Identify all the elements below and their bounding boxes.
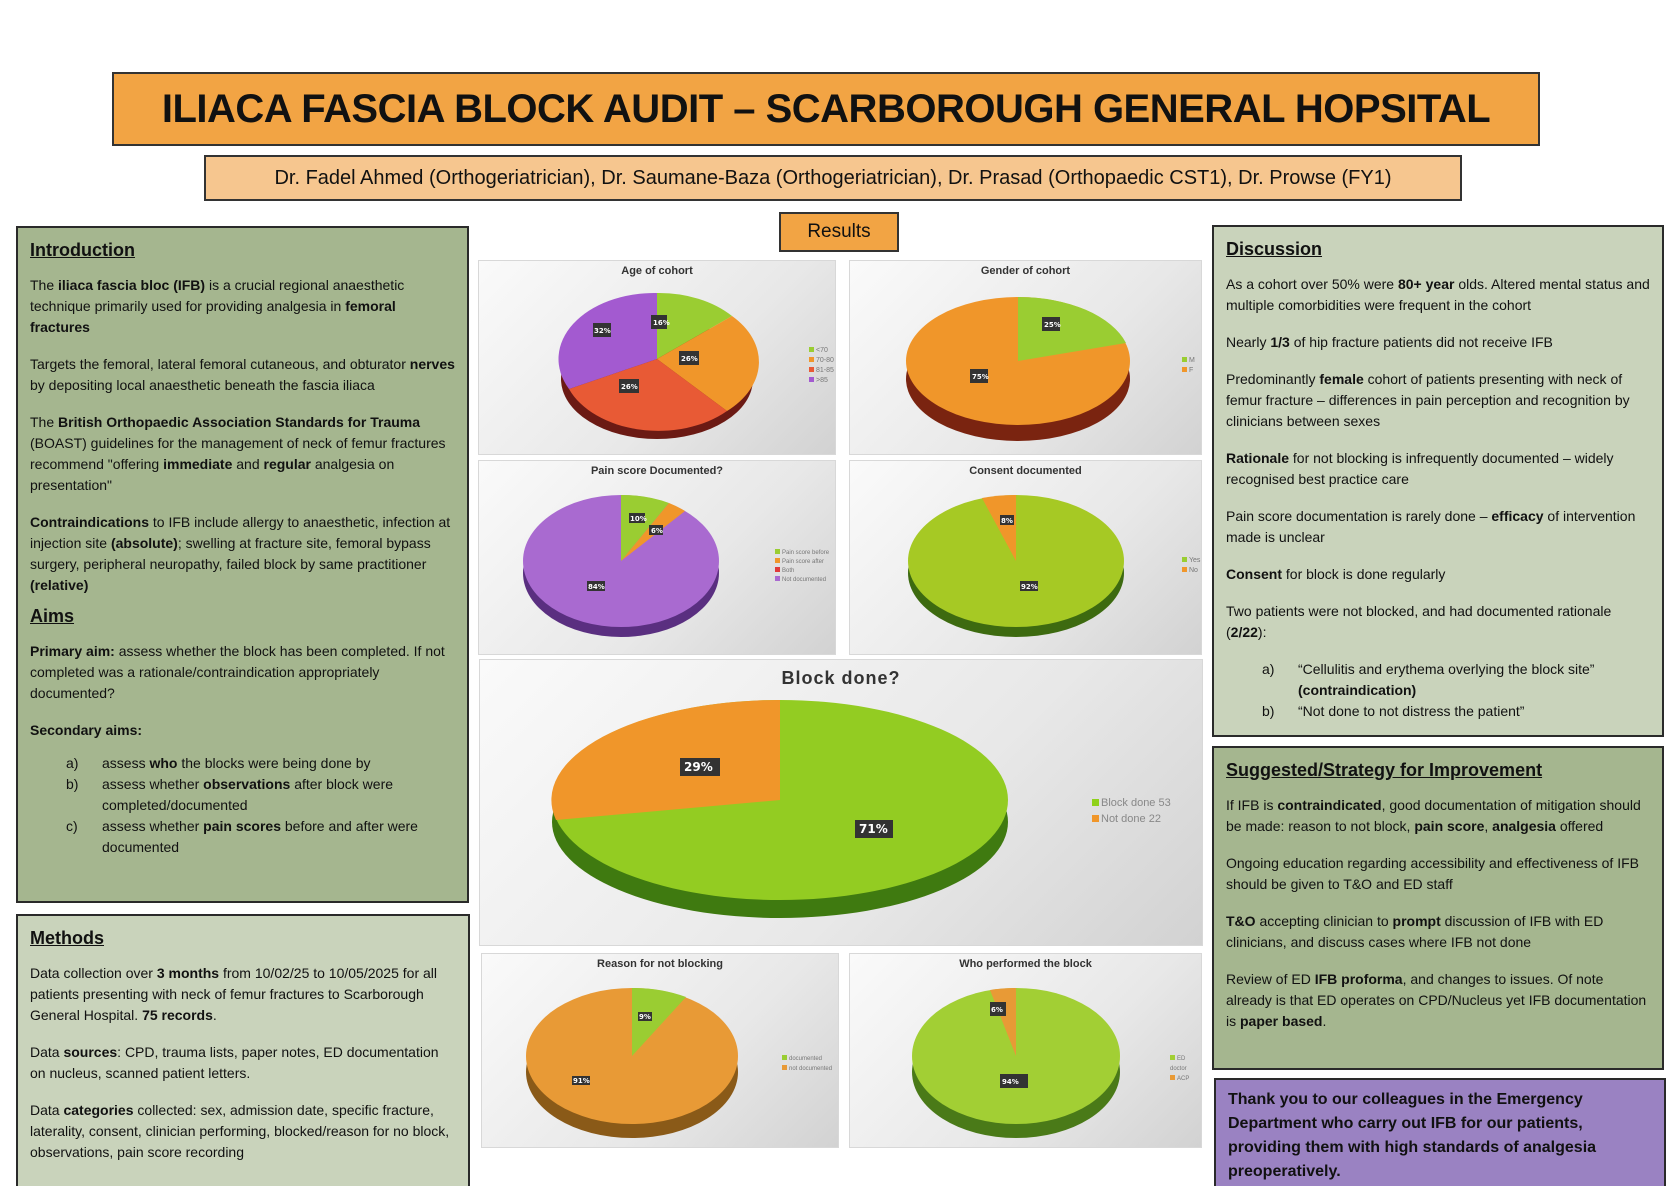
intro-paragraph-2: Targets the femoral, lateral femoral cut… [30,356,455,393]
list-item: b) “Not done to not distress the patient” [1262,703,1525,719]
chart-legend: Yes No [1182,556,1200,576]
chart-legend: Block done 53 Not done 22 [1092,795,1171,827]
svg-text:91%: 91% [573,1077,590,1085]
svg-text:6%: 6% [991,1006,1003,1014]
svg-text:26%: 26% [681,355,698,363]
pie-chart-pain-score: 10% 6% 84% [523,494,719,637]
list-item: a) “Cellulitis and erythema overlying the… [1262,661,1595,698]
primary-aim: Primary aim: assess whether the block ha… [30,643,445,701]
svg-text:84%: 84% [588,583,605,591]
rationale-list: a) “Cellulitis and erythema overlying the… [1262,659,1650,722]
discussion-paragraph: Two patients were not blocked, and had d… [1226,603,1612,640]
improvement-paragraph: Ongoing education regarding accessibilit… [1226,855,1639,892]
discussion-heading: Discussion [1226,239,1323,259]
svg-text:94%: 94% [1002,1078,1019,1086]
svg-text:29%: 29% [684,760,713,774]
chart-title: Gender of cohort [980,265,1071,277]
chart-age-of-cohort: Age of cohort 16% 26% 26% 32% <70 70-80 … [478,260,836,455]
chart-title: Who performed the block [959,958,1092,970]
chart-title: Block done? [781,668,901,688]
results-label: Results [779,212,899,252]
svg-text:6%: 6% [651,527,663,535]
list-item: a) assess who the blocks were being done … [66,755,371,771]
chart-pain-score-documented: Pain score Documented? 10% 6% 84% Pain s… [478,460,836,655]
methods-paragraph-2: Data sources: CPD, trauma lists, paper n… [30,1044,439,1081]
chart-reason-for-not-blocking: Reason for not blocking 9% 91% documente… [481,953,839,1148]
chart-legend: ED doctor ACP [1170,1055,1190,1082]
chart-title: Reason for not blocking [597,958,723,970]
chart-legend: <70 70-80 81-85 >85 [809,346,834,386]
improvement-paragraph: Review of ED IFB proforma, and changes t… [1226,971,1647,1029]
secondary-aims-list: a) assess who the blocks were being done … [66,753,455,858]
pie-chart-gender: 25% 75% [906,296,1130,441]
improvement-paragraph: If IFB is contraindicated, good document… [1226,797,1641,834]
chart-legend: documented not documented [782,1054,832,1074]
methods-paragraph-3: Data categories collected: sex, admissio… [30,1102,450,1160]
pie-chart-age: 16% 26% 26% 32% [558,292,759,439]
methods-panel: Methods Data collection over 3 months fr… [16,914,470,1186]
chart-title: Consent documented [969,465,1082,477]
intro-paragraph-3: The British Orthopaedic Association Stan… [30,414,446,493]
list-item: b) assess whether observations after bloc… [66,776,394,813]
chart-gender-of-cohort: Gender of cohort 25% 75% M F [849,260,1202,455]
chart-title: Pain score Documented? [590,465,724,477]
discussion-paragraph: As a cohort over 50% were 80+ year olds.… [1226,276,1650,313]
pie-chart-block-done: 29% 71% [551,699,1008,918]
methods-heading: Methods [30,928,104,948]
chart-who-performed-block: Who performed the block 6% 94% ED doctor… [849,953,1202,1148]
acknowledgement-panel: Thank you to our colleagues in the Emerg… [1214,1078,1666,1186]
improvement-paragraph: T&O accepting clinician to prompt discus… [1226,913,1604,950]
discussion-paragraph: Pain score documentation is rarely done … [1226,508,1636,545]
svg-text:16%: 16% [653,319,670,327]
svg-text:26%: 26% [621,383,638,391]
pie-chart-who-performed: 6% 94% [912,987,1120,1138]
authors-line: Dr. Fadel Ahmed (Orthogeriatrician), Dr.… [204,155,1462,201]
intro-paragraph-1: The iliaca fascia bloc (IFB) is a crucia… [30,277,405,335]
chart-title: Age of cohort [621,265,693,277]
svg-text:10%: 10% [630,515,647,523]
improvement-panel: Suggested/Strategy for Improvement If IF… [1212,746,1664,1070]
svg-text:9%: 9% [639,1013,651,1021]
svg-text:8%: 8% [1001,517,1013,525]
discussion-paragraph: Consent for block is done regularly [1226,566,1446,582]
chart-legend: M F [1182,356,1195,376]
chart-consent-documented: Consent documented 8% 92% Yes No [849,460,1202,655]
svg-text:25%: 25% [1044,321,1061,329]
chart-block-done: Block done? 29% 71% Block done 53 Not do… [479,659,1203,946]
introduction-heading: Introduction [30,240,135,260]
list-item: c) assess whether pain scores before and … [66,818,418,855]
svg-text:32%: 32% [594,327,611,335]
aims-heading: Aims [30,606,75,626]
improvement-heading: Suggested/Strategy for Improvement [1226,760,1543,780]
intro-paragraph-4: Contraindications to IFB include allergy… [30,514,451,593]
introduction-panel: Introduction The iliaca fascia bloc (IFB… [16,226,469,903]
secondary-aims-heading: Secondary aims: [30,722,143,738]
discussion-paragraph: Predominantly female cohort of patients … [1226,371,1630,429]
pie-chart-consent: 8% 92% [908,494,1124,637]
poster-title: ILIACA FASCIA BLOCK AUDIT – SCARBOROUGH … [112,72,1540,146]
discussion-paragraph: Rationale for not blocking is infrequent… [1226,450,1614,487]
discussion-paragraph: Nearly 1/3 of hip fracture patients did … [1226,334,1553,350]
svg-text:92%: 92% [1021,583,1038,591]
svg-text:71%: 71% [859,822,888,836]
methods-paragraph-1: Data collection over 3 months from 10/02… [30,965,438,1023]
svg-text:75%: 75% [972,373,989,381]
chart-legend: Pain score before Pain score after Both … [775,549,829,585]
discussion-panel: Discussion As a cohort over 50% were 80+… [1212,225,1664,737]
pie-chart-reason: 9% 91% [526,987,738,1138]
